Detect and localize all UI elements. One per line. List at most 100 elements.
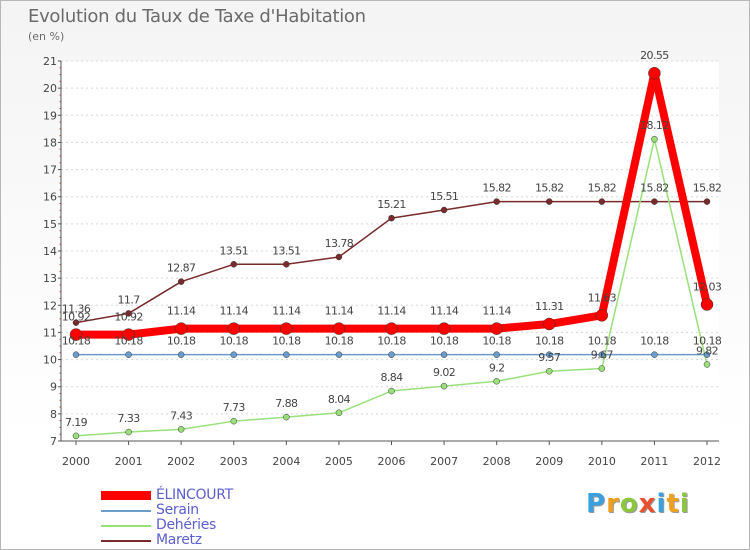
data-point (122, 328, 135, 341)
y-tick-label: 8 (50, 408, 57, 421)
data-point (546, 367, 553, 375)
data-label: 15.21 (377, 198, 406, 211)
y-tick-label: 10 (43, 354, 57, 367)
data-label: 10.18 (220, 335, 249, 348)
data-label: 10.18 (114, 335, 143, 348)
data-label: 11.14 (272, 305, 301, 318)
data-point (546, 351, 553, 358)
legend: ÉLINCOURT Serain Dehéries Maretz (101, 488, 233, 548)
data-point (651, 351, 658, 358)
y-axis-unit: (en %) (28, 30, 65, 43)
data-label: 11.14 (430, 305, 459, 318)
y-tick-label: 19 (43, 109, 57, 122)
y-tick-label: 14 (43, 245, 57, 258)
x-tick-label: 2011 (640, 455, 668, 468)
data-label: 11.63 (588, 291, 617, 304)
data-point (490, 322, 503, 335)
data-label: 11.14 (377, 305, 406, 318)
data-label: 10.18 (535, 335, 564, 348)
data-point (648, 66, 661, 80)
data-point (230, 261, 237, 268)
data-point (69, 328, 83, 341)
data-point (230, 351, 237, 358)
data-point (174, 322, 188, 335)
legend-item-deheries[interactable]: Dehéries (101, 518, 233, 533)
data-label: 11.14 (325, 305, 354, 318)
data-label: 10.18 (377, 335, 406, 348)
data-label: 7.73 (223, 401, 246, 414)
data-label: 10.18 (325, 335, 354, 348)
proxiti-logo: Proxiti (586, 489, 690, 519)
data-label: 9.2 (489, 361, 505, 374)
data-point (493, 378, 500, 385)
data-label: 10.18 (693, 335, 722, 348)
y-tick-label: 20 (43, 82, 57, 95)
data-label: 10.18 (482, 335, 511, 348)
legend-item-elincourt[interactable]: ÉLINCOURT (101, 488, 233, 503)
data-label: 15.82 (482, 182, 511, 195)
data-point (385, 322, 398, 335)
data-point (440, 351, 448, 358)
data-point (598, 365, 606, 372)
x-tick-label: 2006 (378, 455, 406, 468)
data-point (388, 351, 395, 358)
data-label: 15.82 (693, 182, 722, 195)
data-label: 7.19 (65, 416, 88, 429)
x-tick-label: 2003 (220, 455, 248, 468)
data-label: 10.18 (272, 335, 301, 348)
data-label: 13.78 (325, 237, 354, 250)
x-tick-label: 2009 (535, 455, 563, 468)
data-point (700, 298, 714, 311)
logo-letter: o (619, 489, 639, 519)
data-point (125, 310, 132, 317)
data-label: 9.82 (696, 344, 718, 357)
x-tick-label: 2005 (325, 455, 353, 468)
data-point (125, 428, 132, 436)
x-tick-label: 2008 (483, 455, 511, 468)
data-label: 10.92 (114, 311, 143, 324)
data-point (335, 253, 343, 261)
data-label: 13.51 (220, 244, 249, 257)
data-point (651, 135, 658, 143)
y-tick-label: 13 (43, 272, 57, 285)
data-label: 11.14 (220, 305, 249, 318)
data-point (703, 361, 711, 368)
data-point (230, 417, 237, 425)
y-tick-label: 21 (43, 55, 57, 68)
legend-label: Serain (156, 502, 199, 518)
data-label: 7.88 (275, 397, 298, 410)
data-point (651, 198, 658, 205)
data-point (227, 322, 240, 335)
data-point (72, 351, 80, 358)
data-label: 10.92 (62, 311, 91, 324)
data-point (125, 351, 132, 358)
x-tick-label: 2007 (430, 455, 458, 468)
legend-item-maretz[interactable]: Maretz (101, 533, 233, 548)
data-point (493, 198, 500, 205)
y-tick-label: 16 (43, 191, 57, 204)
data-point (335, 409, 343, 417)
data-label: 18.12 (640, 119, 669, 132)
data-point (598, 351, 606, 358)
x-tick-label: 2000 (62, 455, 90, 468)
data-point (703, 198, 711, 205)
chart-title: Evolution du Taux de Taxe d'Habitation (28, 6, 366, 27)
legend-label: ÉLINCOURT (156, 487, 233, 503)
data-point (177, 278, 185, 285)
x-tick-label: 2012 (693, 455, 721, 468)
data-label: 11.14 (482, 305, 511, 318)
data-label: 15.82 (535, 182, 564, 195)
legend-swatch-deheries (101, 524, 151, 527)
data-point (440, 382, 448, 390)
logo-letter: i (656, 489, 667, 519)
data-label: 15.82 (640, 182, 669, 195)
data-label: 10.18 (588, 335, 617, 348)
data-point (72, 432, 80, 440)
data-point (72, 319, 80, 326)
legend-item-serain[interactable]: Serain (101, 503, 233, 518)
data-label: 11.31 (535, 300, 564, 313)
logo-letter: x (638, 489, 657, 519)
x-tick-label: 2004 (272, 455, 300, 468)
data-label: 9.02 (433, 366, 455, 379)
x-tick-label: 2002 (167, 455, 195, 468)
